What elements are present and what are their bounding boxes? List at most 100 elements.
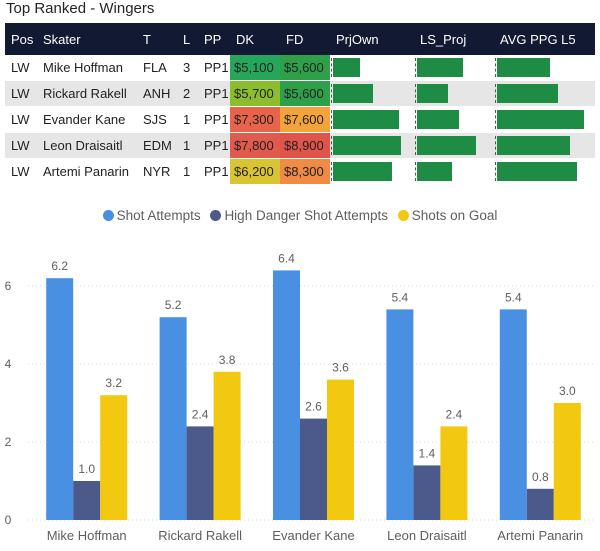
cell-ls-proj — [414, 55, 494, 81]
x-tick-label: Evander Kane — [272, 528, 354, 543]
legend-item-high-danger[interactable]: High Danger Shot Attempts — [210, 208, 388, 223]
rankings-table: Pos Skater T L PP DK FD PrjOwn LS_Proj A… — [5, 23, 595, 185]
cell-line: 3 — [177, 55, 198, 81]
cell-pos: LW — [5, 132, 37, 159]
cell-line: 2 — [177, 80, 198, 107]
header-skater[interactable]: Skater — [37, 23, 137, 55]
data-label: 1.0 — [78, 462, 95, 476]
y-tick-label: 2 — [5, 435, 12, 449]
legend-item-shots-on-goal[interactable]: Shots on Goal — [397, 208, 498, 223]
table-row[interactable]: LW Rickard Rakell ANH 2 PP1 $5,700 $5,600 — [5, 80, 595, 107]
cell-team: SJS — [137, 106, 177, 133]
bar-shot-attempts — [46, 278, 74, 520]
table-row[interactable]: LW Artemi Panarin NYR 1 PP1 $6,200 $8,300 — [5, 158, 595, 185]
cell-team: EDM — [137, 132, 177, 159]
cell-pos: LW — [5, 55, 37, 81]
prj-own-bar — [333, 84, 373, 103]
cell-line: 1 — [177, 132, 198, 159]
cell-prj-own — [330, 80, 414, 107]
cell-line: 1 — [177, 158, 198, 185]
bar-shots-on-goal — [553, 403, 581, 520]
header-ls-proj[interactable]: LS_Proj — [414, 23, 494, 55]
cell-pp: PP1 — [198, 158, 230, 185]
bar-high-danger-shot-attempts — [413, 465, 441, 520]
page-title: Top Ranked - Wingers — [6, 0, 155, 17]
data-label: 3.8 — [219, 353, 236, 367]
legend-label: Shot Attempts — [116, 208, 201, 223]
legend-dot-high-danger — [210, 210, 222, 221]
avg-ppg-bar — [497, 84, 558, 103]
bar-shots-on-goal — [213, 371, 241, 520]
header-pp[interactable]: PP — [198, 23, 230, 55]
header-fd[interactable]: FD — [280, 23, 330, 55]
header-team[interactable]: T — [137, 23, 177, 55]
shots-bar-chart: 0 2 4 6 6.2 1.0 3.2 Mike Hoffman 5.2 2.4 3.8 Rickar… — [5, 251, 595, 543]
table-row[interactable]: LW Evander Kane SJS 1 PP1 $7,300 $7,600 — [5, 106, 595, 133]
bar-high-danger-shot-attempts — [186, 426, 214, 520]
cell-team: NYR — [137, 158, 177, 185]
table-row[interactable]: LW Leon Draisaitl EDM 1 PP1 $7,800 $8,900 — [5, 132, 595, 159]
cell-prj-own — [330, 158, 414, 185]
x-tick-label: Artemi Panarin — [497, 528, 583, 543]
cell-dk-salary: $6,200 — [230, 158, 280, 185]
bar-shots-on-goal — [100, 395, 128, 520]
cell-prj-own — [330, 106, 414, 133]
cell-ls-proj — [414, 106, 494, 133]
x-tick-label: Rickard Rakell — [158, 528, 242, 543]
cell-team: ANH — [137, 80, 177, 107]
cell-pp: PP1 — [198, 80, 230, 107]
cell-prj-own — [330, 55, 414, 81]
cell-skater: Mike Hoffman — [37, 55, 137, 81]
header-avg-ppg[interactable]: AVG PPG L5 — [494, 23, 595, 55]
data-label: 0.8 — [532, 470, 549, 484]
data-label: 3.2 — [105, 376, 122, 390]
header-line[interactable]: L — [177, 23, 198, 55]
table-row[interactable]: LW Mike Hoffman FLA 3 PP1 $5,100 $5,600 — [5, 55, 595, 81]
prj-own-bar — [333, 162, 393, 181]
cell-fd-salary: $7,600 — [280, 106, 330, 133]
ls-proj-bar — [417, 84, 448, 103]
cell-pos: LW — [5, 158, 37, 185]
bar-shots-on-goal — [440, 426, 468, 520]
table-header-row: Pos Skater T L PP DK FD PrjOwn LS_Proj A… — [5, 23, 595, 55]
bar-high-danger-shot-attempts — [73, 481, 101, 520]
legend-label: High Danger Shot Attempts — [224, 208, 389, 223]
data-label: 2.6 — [305, 400, 322, 414]
legend-dot-shots-on-goal — [397, 210, 409, 221]
data-label: 3.0 — [559, 384, 576, 398]
y-tick-label: 0 — [5, 513, 12, 527]
cell-pp: PP1 — [198, 132, 230, 159]
data-label: 1.4 — [419, 446, 436, 460]
data-label: 5.4 — [505, 290, 522, 304]
bar-shot-attempts — [386, 309, 414, 520]
header-dk[interactable]: DK — [230, 23, 280, 55]
cell-ls-proj — [414, 158, 494, 185]
avg-ppg-bar — [497, 110, 585, 129]
cell-avg-ppg — [494, 158, 595, 185]
bar-shots-on-goal — [327, 379, 354, 520]
cell-skater: Leon Draisaitl — [37, 132, 137, 159]
cell-pp: PP1 — [198, 55, 230, 81]
x-tick-label: Leon Draisaitl — [387, 528, 467, 543]
cell-ls-proj — [414, 80, 494, 107]
cell-avg-ppg — [494, 132, 595, 159]
ls-proj-bar — [417, 162, 453, 181]
data-label: 2.4 — [192, 407, 209, 421]
prj-own-bar — [333, 58, 360, 77]
legend-label: Shots on Goal — [411, 208, 498, 223]
legend-item-shot-attempts[interactable]: Shot Attempts — [102, 208, 201, 223]
cell-ls-proj — [414, 132, 494, 159]
avg-ppg-bar — [497, 162, 578, 181]
header-prj-own[interactable]: PrjOwn — [330, 23, 414, 55]
cell-dk-salary: $7,300 — [230, 106, 280, 133]
header-pos[interactable]: Pos — [5, 23, 37, 55]
legend-dot-shot-attempts — [102, 210, 114, 221]
data-label: 5.2 — [165, 298, 182, 312]
cell-pp: PP1 — [198, 106, 230, 133]
cell-avg-ppg — [494, 80, 595, 107]
data-label: 6.4 — [278, 251, 295, 265]
ls-proj-bar — [417, 136, 477, 155]
ls-proj-bar — [417, 58, 463, 77]
cell-fd-salary: $5,600 — [280, 80, 330, 107]
y-tick-label: 4 — [5, 357, 12, 371]
